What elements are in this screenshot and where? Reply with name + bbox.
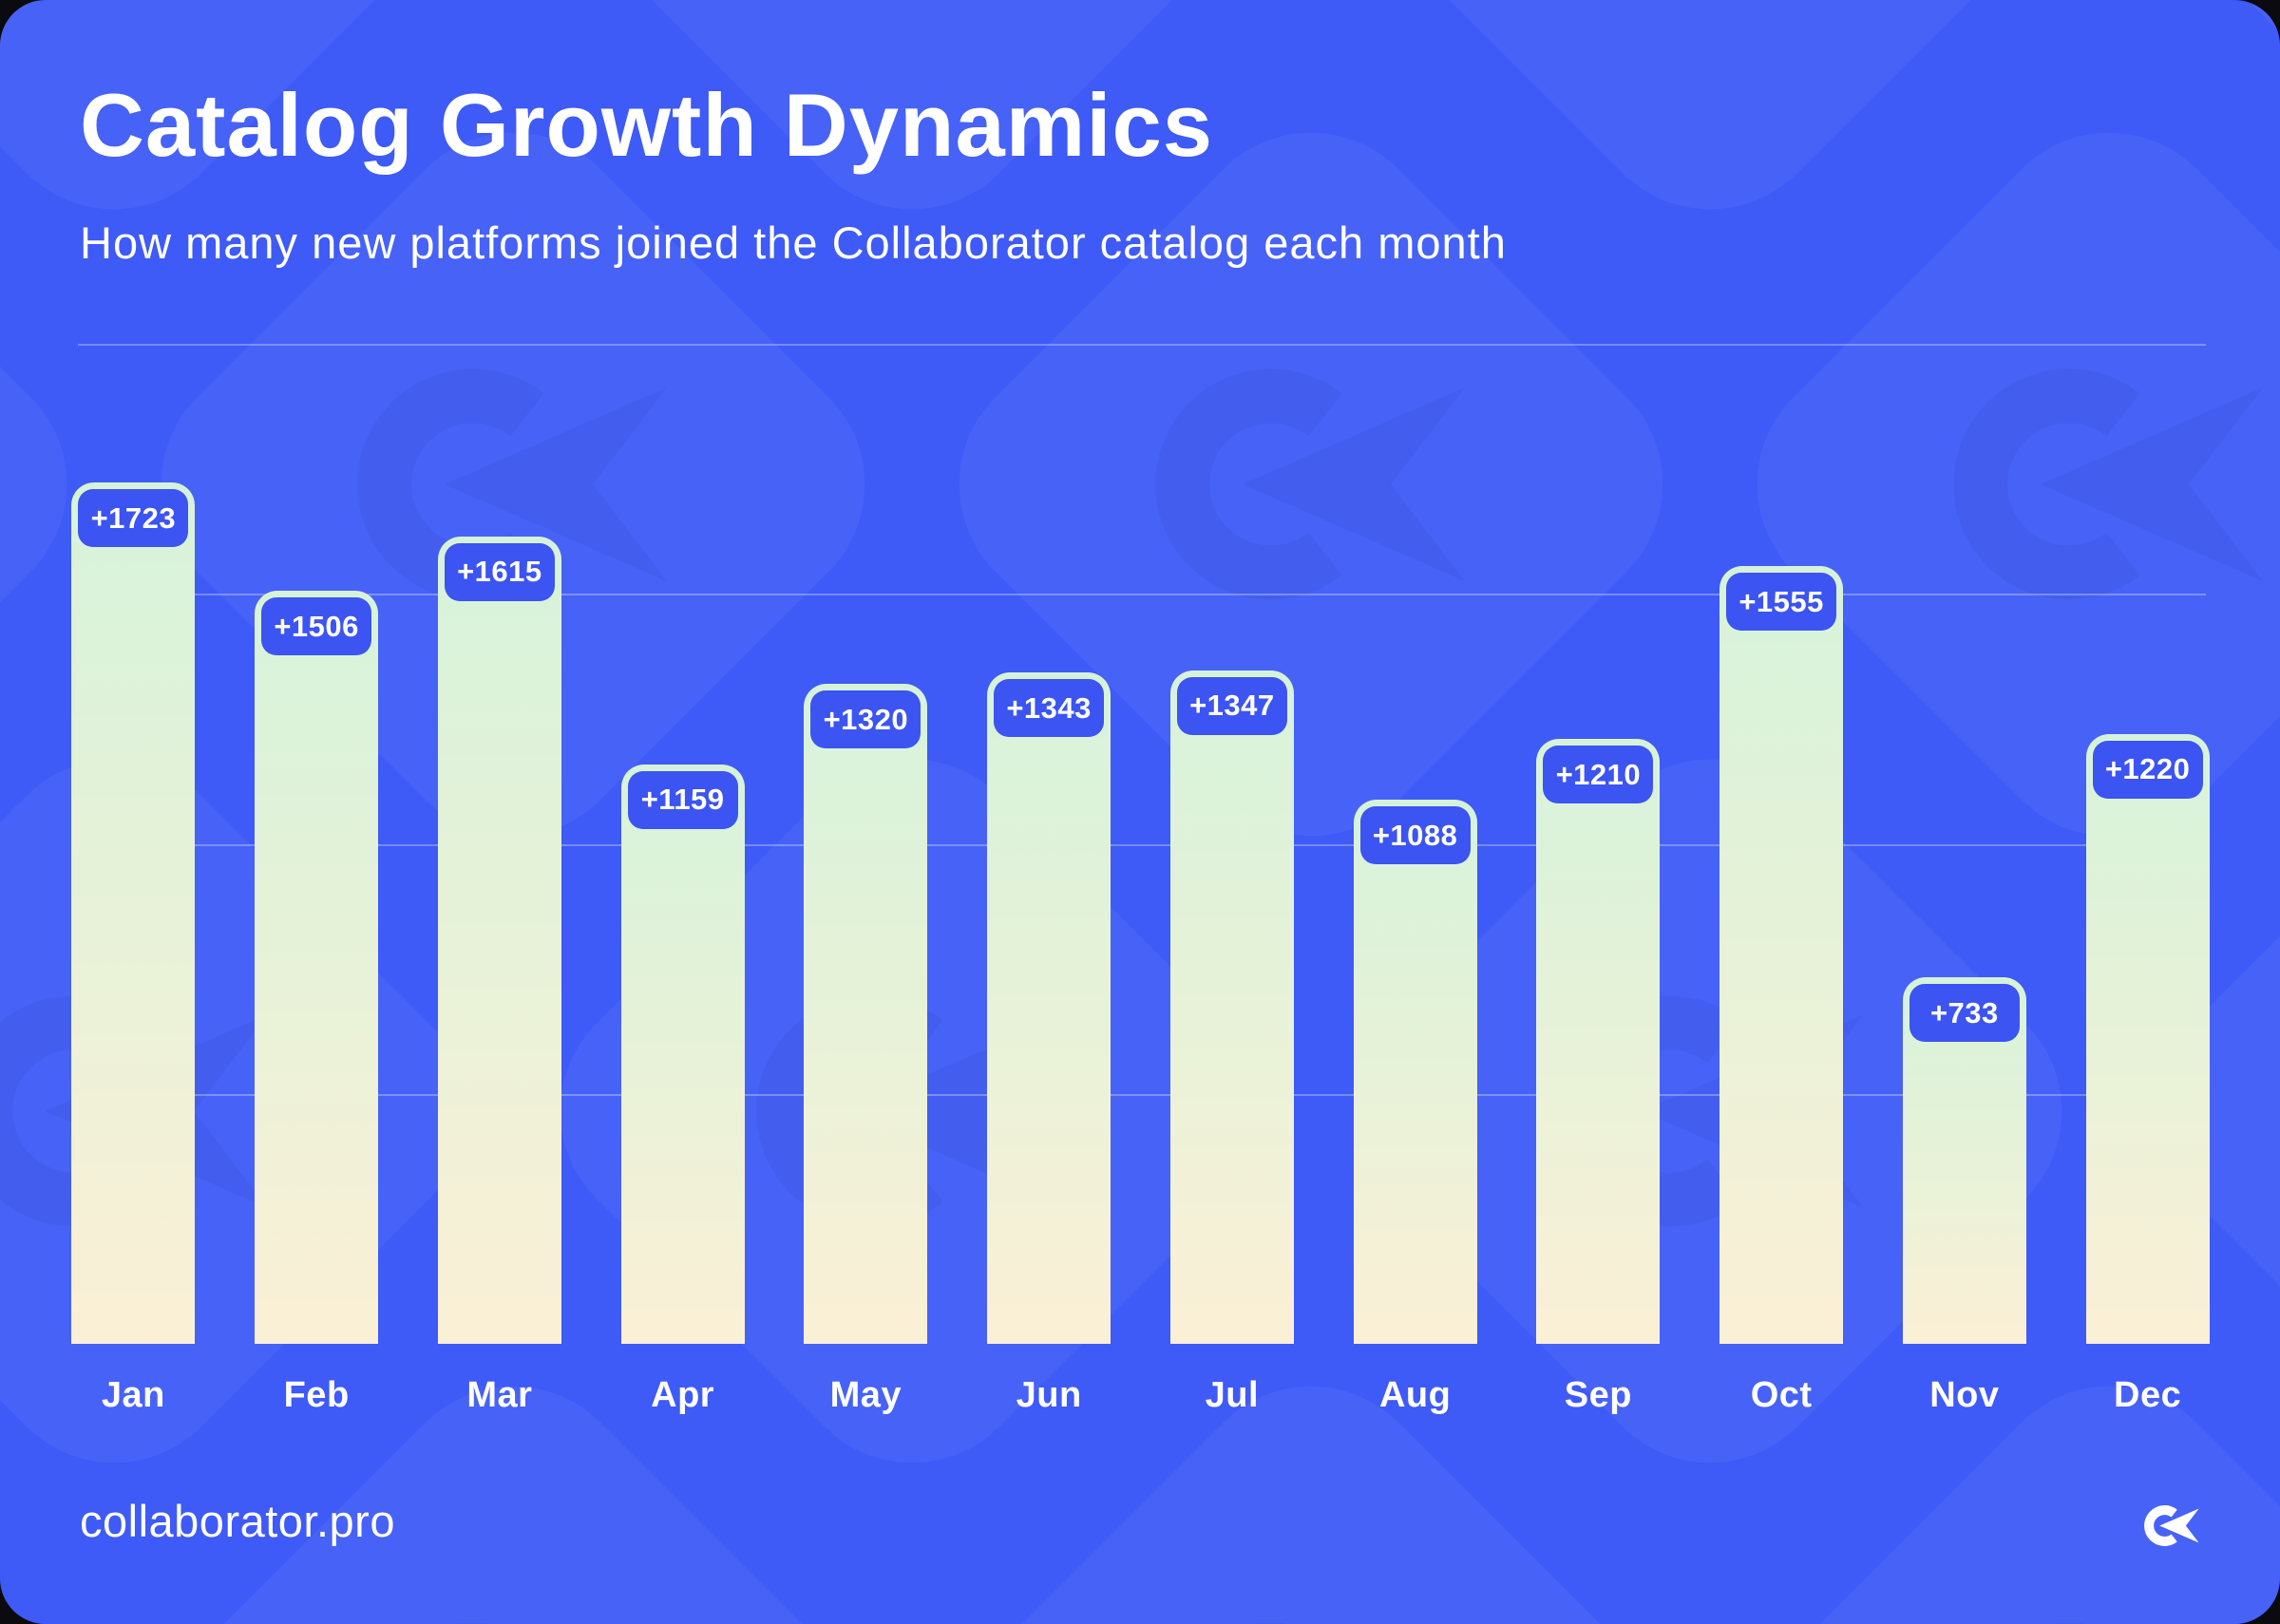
bar-mar: +1615 bbox=[437, 536, 561, 1344]
gridline-2000 bbox=[78, 344, 2206, 347]
pattern-logo-glyph bbox=[1539, 0, 1881, 5]
bar-chart: +1723 +1506 +1615 +1159 +1320 +1343 +1347 +1088… bbox=[42, 482, 2239, 1344]
bar-value-label: +1347 bbox=[1176, 676, 1287, 735]
pattern-logo-glyph bbox=[1140, 342, 1482, 632]
bar-value-label: +1159 bbox=[627, 770, 738, 829]
collaborator-logo-icon bbox=[2141, 1501, 2202, 1556]
bar-feb: +1506 bbox=[255, 591, 379, 1344]
bar-column-oct: +1555 bbox=[1690, 482, 1873, 1344]
bar-nov: +733 bbox=[1902, 977, 2026, 1344]
x-axis-label-oct: Oct bbox=[1750, 1375, 1813, 1415]
x-axis-label-apr: Apr bbox=[651, 1375, 715, 1415]
x-axis-label-dec: Dec bbox=[2114, 1375, 2182, 1415]
bar-value-label: +1555 bbox=[1726, 573, 1837, 632]
bar-apr: +1159 bbox=[620, 764, 745, 1344]
pattern-logo-icon bbox=[1253, 1622, 1287, 1624]
x-axis-label-jan: Jan bbox=[101, 1375, 165, 1415]
x-axis-label-may: May bbox=[829, 1375, 902, 1415]
bar-aug: +1088 bbox=[1353, 800, 1477, 1344]
bar-column-aug: +1088 bbox=[1323, 482, 1507, 1344]
bar-value-label: +1343 bbox=[994, 679, 1105, 738]
pattern-logo-glyph bbox=[342, 1596, 684, 1624]
bar-column-jan: +1723 bbox=[42, 482, 225, 1344]
x-axis-label-jul: Jul bbox=[1205, 1375, 1260, 1415]
bar-value-label: +1220 bbox=[2092, 740, 2203, 799]
bar-column-apr: +1159 bbox=[591, 482, 774, 1344]
bar-column-sep: +1210 bbox=[1507, 482, 1690, 1344]
x-axis-labels: Jan Feb Mar Apr May Jun Jul Aug Sep Oct Nov Dec bbox=[42, 1375, 2239, 1416]
bar-jun: +1343 bbox=[987, 672, 1112, 1344]
bar-value-label: +733 bbox=[1909, 984, 2020, 1043]
pattern-logo-glyph bbox=[1140, 1596, 1482, 1624]
pattern-logo-icon bbox=[1155, 368, 1465, 600]
x-axis-label-nov: Nov bbox=[1929, 1375, 2000, 1415]
bar-column-jun: +1343 bbox=[958, 482, 1141, 1344]
x-axis-label-jun: Jun bbox=[1016, 1375, 1082, 1415]
gridline-500 bbox=[78, 1093, 2206, 1096]
page-subtitle: How many new platforms joined the Collab… bbox=[80, 217, 1507, 268]
collaborator-logo-icon bbox=[2144, 1505, 2199, 1546]
bar-value-label: +1506 bbox=[261, 597, 372, 656]
bar-value-label: +1210 bbox=[1543, 746, 1654, 804]
pattern-logo-glyph bbox=[741, 0, 1083, 5]
pattern-logo-icon bbox=[2051, 1622, 2085, 1624]
bar-may: +1320 bbox=[804, 684, 928, 1344]
bar-column-nov: +733 bbox=[1873, 482, 2057, 1344]
x-axis-label-feb: Feb bbox=[283, 1375, 350, 1415]
bar-column-feb: +1506 bbox=[225, 482, 408, 1344]
bar-jan: +1723 bbox=[71, 482, 196, 1344]
bar-sep: +1210 bbox=[1536, 739, 1661, 1344]
bar-value-label: +1088 bbox=[1359, 806, 1471, 865]
x-axis-label-mar: Mar bbox=[466, 1375, 533, 1415]
x-axis-label-aug: Aug bbox=[1378, 1375, 1452, 1415]
bar-value-label: +1615 bbox=[444, 542, 555, 601]
site-label: collaborator.pro bbox=[80, 1496, 395, 1546]
pattern-logo-icon bbox=[1953, 368, 2263, 600]
bar-column-jul: +1347 bbox=[1141, 482, 1324, 1344]
gridline-1500 bbox=[78, 594, 2206, 596]
pattern-logo-glyph bbox=[0, 0, 285, 5]
bar-jul: +1347 bbox=[1169, 670, 1294, 1344]
pattern-logo-glyph bbox=[1938, 1596, 2280, 1624]
pattern-logo-glyph bbox=[1938, 342, 2280, 632]
bar-value-label: +1723 bbox=[78, 489, 189, 547]
pattern-logo-icon bbox=[455, 1622, 489, 1624]
x-axis-label-sep: Sep bbox=[1564, 1375, 1632, 1415]
gridline-1000 bbox=[78, 843, 2206, 846]
bar-oct: +1555 bbox=[1720, 566, 1844, 1344]
bar-dec: +1220 bbox=[2085, 733, 2210, 1344]
bar-value-label: +1320 bbox=[810, 690, 922, 749]
bar-column-dec: +1220 bbox=[2056, 482, 2239, 1344]
bar-column-may: +1320 bbox=[774, 482, 958, 1344]
page-title: Catalog Growth Dynamics bbox=[80, 75, 1213, 175]
bar-column-mar: +1615 bbox=[408, 482, 592, 1344]
